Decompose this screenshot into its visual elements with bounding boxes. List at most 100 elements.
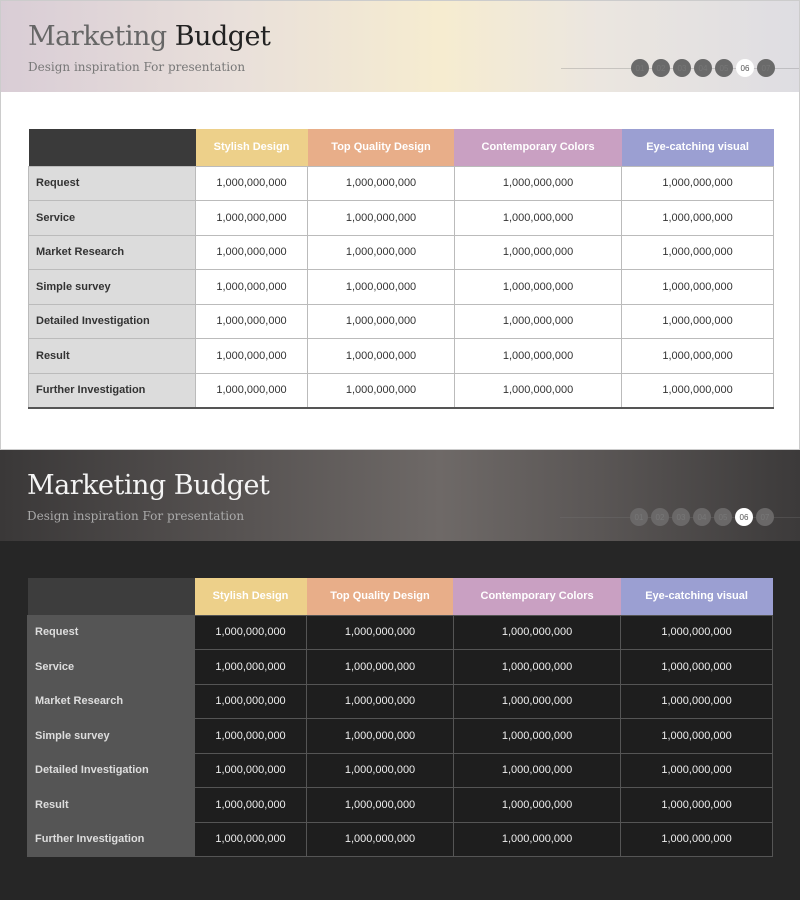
title-bold: Budget — [174, 21, 271, 52]
budget-table: Stylish Design Top Quality Design Contempo… — [28, 129, 774, 409]
table-row: Further Investigation 1,000,000,000 1,000,… — [27, 821, 773, 857]
column-header: Top Quality Design — [307, 129, 455, 166]
value-cell: 1,000,000,000 — [453, 165, 623, 201]
value-cell: 1,000,000,000 — [306, 614, 454, 650]
row-label: Detailed Investigation — [28, 303, 196, 339]
row-label: Further Investigation — [28, 372, 196, 409]
value-cell: 1,000,000,000 — [307, 372, 455, 409]
page-dot[interactable]: 07 — [757, 59, 775, 77]
table-row: Result 1,000,000,000 1,000,000,000 1,000,00… — [27, 787, 773, 823]
table-row: Request 1,000,000,000 1,000,000,000 1,000,0… — [27, 614, 773, 650]
page-dot[interactable]: 04 — [693, 508, 711, 526]
row-label: Result — [27, 787, 195, 823]
value-cell: 1,000,000,000 — [307, 165, 455, 201]
value-cell: 1,000,000,000 — [452, 649, 622, 685]
page-dot[interactable]: 03 — [673, 59, 691, 77]
slide-header: Marketing Budget Design inspiration For … — [0, 450, 800, 541]
value-cell: 1,000,000,000 — [452, 787, 622, 823]
light-slide: Marketing Budget Design inspiration For … — [0, 0, 800, 450]
title-light: Marketing — [28, 21, 167, 52]
value-cell: 1,000,000,000 — [307, 269, 455, 305]
value-cell: 1,000,000,000 — [620, 787, 773, 823]
slide-header: Marketing Budget Design inspiration For … — [1, 1, 799, 92]
value-cell: 1,000,000,000 — [306, 752, 454, 788]
value-cell: 1,000,000,000 — [307, 303, 455, 339]
row-label: Further Investigation — [27, 821, 195, 857]
value-cell: 1,000,000,000 — [193, 787, 308, 823]
row-label: Simple survey — [28, 269, 196, 305]
value-cell: 1,000,000,000 — [453, 200, 623, 236]
table-row: Further Investigation 1,000,000,000 1,000,… — [28, 372, 774, 409]
page-dot[interactable]: 02 — [652, 59, 670, 77]
value-cell: 1,000,000,000 — [620, 821, 773, 857]
column-header: Eye-catching visual — [620, 578, 773, 615]
value-cell: 1,000,000,000 — [194, 372, 309, 409]
value-cell: 1,000,000,000 — [194, 269, 309, 305]
value-cell: 1,000,000,000 — [621, 269, 774, 305]
value-cell: 1,000,000,000 — [193, 614, 308, 650]
table-row: Service 1,000,000,000 1,000,000,000 1,000,0… — [27, 649, 773, 685]
column-header: Contemporary Colors — [454, 129, 622, 166]
corner-cell — [27, 578, 195, 615]
column-header: Stylish Design — [194, 578, 307, 615]
value-cell: 1,000,000,000 — [621, 234, 774, 270]
table-row: Detailed Investigation 1,000,000,000 1,000… — [27, 752, 773, 788]
table-row: Market Research 1,000,000,000 1,000,000,00… — [28, 234, 774, 270]
row-label: Market Research — [27, 683, 195, 719]
table-row: Simple survey 1,000,000,000 1,000,000,000 1… — [27, 718, 773, 754]
value-cell: 1,000,000,000 — [307, 338, 455, 374]
table-row: Service 1,000,000,000 1,000,000,000 1,000,0… — [28, 200, 774, 236]
value-cell: 1,000,000,000 — [306, 649, 454, 685]
dark-slide: Marketing Budget Design inspiration For … — [0, 450, 800, 900]
value-cell: 1,000,000,000 — [193, 752, 308, 788]
slide-subtitle: Design inspiration For presentation — [27, 509, 245, 523]
table-row: Result 1,000,000,000 1,000,000,000 1,000,00… — [28, 338, 774, 374]
page-pager: 01 02 03 04 05 06 07 — [631, 59, 775, 77]
page-dot[interactable]: 06 — [735, 508, 753, 526]
value-cell: 1,000,000,000 — [306, 787, 454, 823]
value-cell: 1,000,000,000 — [307, 200, 455, 236]
value-cell: 1,000,000,000 — [453, 269, 623, 305]
page-dot[interactable]: 07 — [756, 508, 774, 526]
value-cell: 1,000,000,000 — [307, 234, 455, 270]
value-cell: 1,000,000,000 — [621, 338, 774, 374]
column-header: Eye-catching visual — [621, 129, 774, 166]
row-label: Request — [27, 614, 195, 650]
value-cell: 1,000,000,000 — [620, 614, 773, 650]
value-cell: 1,000,000,000 — [453, 372, 623, 409]
value-cell: 1,000,000,000 — [193, 649, 308, 685]
value-cell: 1,000,000,000 — [620, 718, 773, 754]
table-header-row: Stylish Design Top Quality Design Contempo… — [27, 578, 773, 615]
value-cell: 1,000,000,000 — [621, 372, 774, 409]
page-dot[interactable]: 05 — [714, 508, 732, 526]
page-dot[interactable]: 04 — [694, 59, 712, 77]
value-cell: 1,000,000,000 — [194, 200, 309, 236]
row-label: Request — [28, 165, 196, 201]
table-header-row: Stylish Design Top Quality Design Contempo… — [28, 129, 774, 166]
budget-table: Stylish Design Top Quality Design Contempo… — [27, 578, 773, 857]
page-dot[interactable]: 01 — [630, 508, 648, 526]
table-row: Simple survey 1,000,000,000 1,000,000,000 1… — [28, 269, 774, 305]
slide-title: Marketing Budget — [27, 470, 270, 501]
page-dot[interactable]: 05 — [715, 59, 733, 77]
slide-title: Marketing Budget — [28, 21, 271, 52]
value-cell: 1,000,000,000 — [193, 718, 308, 754]
page-dot[interactable]: 03 — [672, 508, 690, 526]
value-cell: 1,000,000,000 — [452, 614, 622, 650]
value-cell: 1,000,000,000 — [621, 200, 774, 236]
value-cell: 1,000,000,000 — [452, 683, 622, 719]
column-header: Top Quality Design — [306, 578, 454, 615]
value-cell: 1,000,000,000 — [306, 821, 454, 857]
value-cell: 1,000,000,000 — [452, 718, 622, 754]
row-label: Detailed Investigation — [27, 752, 195, 788]
page-dot[interactable]: 01 — [631, 59, 649, 77]
page-dot[interactable]: 06 — [736, 59, 754, 77]
page-dot[interactable]: 02 — [651, 508, 669, 526]
value-cell: 1,000,000,000 — [621, 303, 774, 339]
value-cell: 1,000,000,000 — [453, 338, 623, 374]
value-cell: 1,000,000,000 — [620, 752, 773, 788]
value-cell: 1,000,000,000 — [453, 234, 623, 270]
value-cell: 1,000,000,000 — [621, 165, 774, 201]
value-cell: 1,000,000,000 — [306, 683, 454, 719]
table-row: Market Research 1,000,000,000 1,000,000,00… — [27, 683, 773, 719]
